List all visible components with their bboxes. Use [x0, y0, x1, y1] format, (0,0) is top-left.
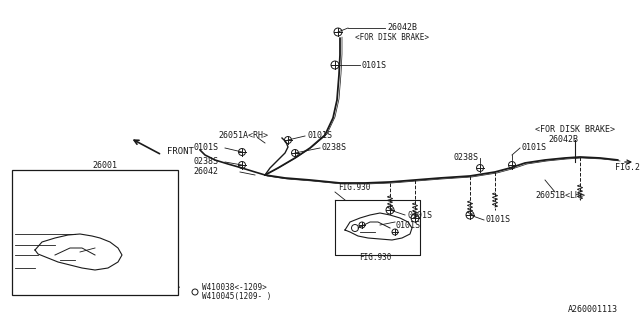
Text: 0101S: 0101S [193, 143, 218, 153]
Text: 0101S: 0101S [522, 143, 547, 153]
Text: PASSENGER SIDE: PASSENGER SIDE [20, 283, 84, 292]
Text: 26042: 26042 [193, 167, 218, 177]
Text: 26051A<RH>: 26051A<RH> [218, 132, 268, 140]
Text: M060004: M060004 [14, 262, 46, 271]
Text: 0238S: 0238S [193, 157, 218, 166]
Text: FRONT: FRONT [167, 148, 194, 156]
Text: <FOR DISK BRAKE>: <FOR DISK BRAKE> [535, 125, 615, 134]
Text: 83321: 83321 [14, 245, 37, 254]
Text: W410045(1209- ): W410045(1209- ) [202, 292, 271, 301]
Text: M060004: M060004 [130, 179, 163, 188]
Text: 0101S: 0101S [362, 60, 387, 69]
Text: 0450S: 0450S [132, 266, 155, 275]
Text: 0101S: 0101S [407, 211, 432, 220]
Text: 0238S: 0238S [322, 143, 347, 153]
Text: FIG.263: FIG.263 [615, 164, 640, 172]
Text: A260001113: A260001113 [568, 306, 618, 315]
Text: N340008: N340008 [14, 228, 46, 236]
Text: FIG.930: FIG.930 [338, 182, 371, 191]
Bar [12, 170, 178, 295]
Text: FIG.930: FIG.930 [359, 253, 391, 262]
Text: 26051B<LH>: 26051B<LH> [535, 191, 585, 201]
Text: 0101S: 0101S [307, 132, 332, 140]
Text: W410038<-1209>: W410038<-1209> [202, 283, 267, 292]
Text: <FOR DISK BRAKE>: <FOR DISK BRAKE> [355, 34, 429, 43]
Text: 0101S: 0101S [486, 215, 511, 225]
Text: 0238S: 0238S [453, 154, 478, 163]
Text: 26001: 26001 [93, 161, 118, 170]
Text: 26042B: 26042B [387, 23, 417, 33]
Text: 26042B: 26042B [548, 135, 578, 145]
Text: 0101S: 0101S [395, 220, 420, 229]
